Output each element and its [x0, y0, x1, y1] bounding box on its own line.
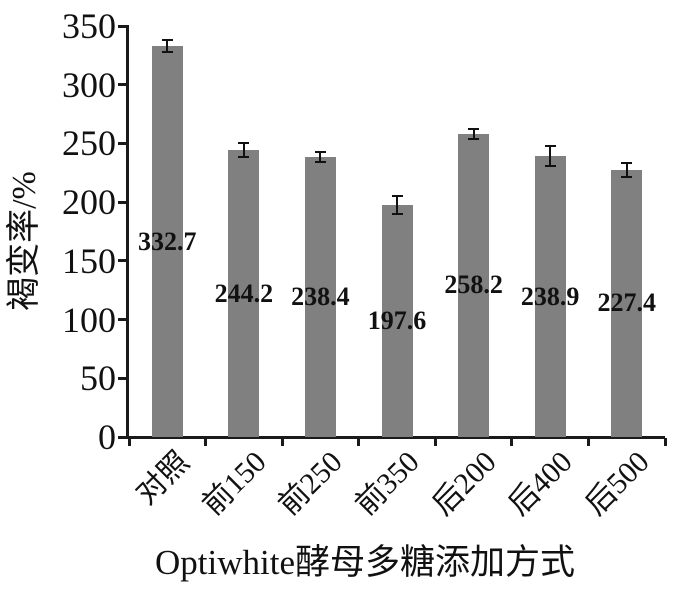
y-tick-label: 50 [80, 358, 116, 399]
error-bar-cap-top [544, 145, 556, 148]
bar [151, 46, 183, 437]
y-tick-label: 200 [62, 182, 116, 223]
error-bar-cap-top [314, 150, 326, 153]
x-axis-title: Optiwhite酵母多糖添加方式 [155, 543, 575, 582]
bar-value-label: 227.4 [597, 288, 656, 318]
y-tick-label: 350 [62, 6, 116, 46]
error-bar [242, 143, 245, 158]
x-axis-line [126, 436, 665, 439]
y-tick-label: 150 [62, 240, 116, 281]
error-bar-cap-bottom [468, 138, 480, 141]
x-tick [586, 438, 590, 446]
error-bar-cap-bottom [391, 212, 403, 215]
x-tick [433, 438, 437, 446]
y-tick [118, 141, 129, 145]
bar-value-label: 197.6 [367, 305, 427, 335]
error-bar [396, 196, 398, 214]
error-bar [319, 151, 322, 163]
y-tick-label: 0 [98, 417, 116, 457]
bar-value-label: 332.7 [138, 226, 197, 256]
error-bar-cap-bottom [161, 51, 173, 54]
y-tick [118, 435, 129, 439]
bar [611, 169, 643, 437]
x-category-label: 对照 [130, 445, 196, 512]
bar-value-label: 244.2 [214, 278, 274, 308]
error-bar [549, 146, 552, 167]
error-bar-cap-top [161, 39, 173, 42]
y-tick [118, 259, 129, 263]
bar [534, 156, 566, 437]
error-bar-cap-bottom [238, 156, 250, 159]
error-bar-cap-bottom [544, 165, 556, 168]
y-tick-label: 300 [62, 64, 116, 105]
y-tick [118, 376, 129, 380]
error-bar [166, 40, 169, 53]
error-bar [472, 128, 475, 140]
bar-value-label: 258.2 [444, 270, 503, 300]
error-bar [625, 162, 628, 177]
x-tick [510, 438, 514, 446]
bar [458, 133, 490, 437]
y-tick [118, 318, 129, 322]
bar [304, 157, 336, 437]
x-tick [127, 438, 131, 446]
y-tick [118, 200, 129, 204]
bar [381, 204, 413, 437]
y-tick [118, 83, 129, 87]
x-category-label: 后500 [578, 445, 656, 522]
error-bar-cap-bottom [621, 176, 633, 178]
y-axis-line [126, 25, 129, 439]
x-category-label: 后200 [425, 445, 503, 522]
x-category-label: 后400 [502, 445, 579, 522]
y-tick-label: 100 [62, 299, 116, 340]
bar-value-label: 238.9 [520, 281, 580, 311]
error-bar-cap-bottom [314, 161, 326, 164]
error-bar-cap-top [391, 195, 403, 198]
error-bar-cap-top [468, 127, 480, 130]
x-category-label: 前250 [272, 445, 350, 522]
error-bar-cap-top [621, 161, 633, 164]
y-tick-label: 250 [62, 123, 116, 164]
y-tick [118, 24, 129, 28]
x-tick [663, 438, 667, 446]
x-category-label: 前150 [196, 445, 273, 522]
bar [228, 150, 260, 437]
x-tick [280, 438, 284, 446]
x-category-label: 前350 [349, 445, 426, 522]
x-tick [204, 438, 208, 446]
bar-value-label: 238.4 [291, 282, 350, 312]
error-bar-cap-top [238, 142, 250, 145]
x-tick [357, 438, 361, 446]
